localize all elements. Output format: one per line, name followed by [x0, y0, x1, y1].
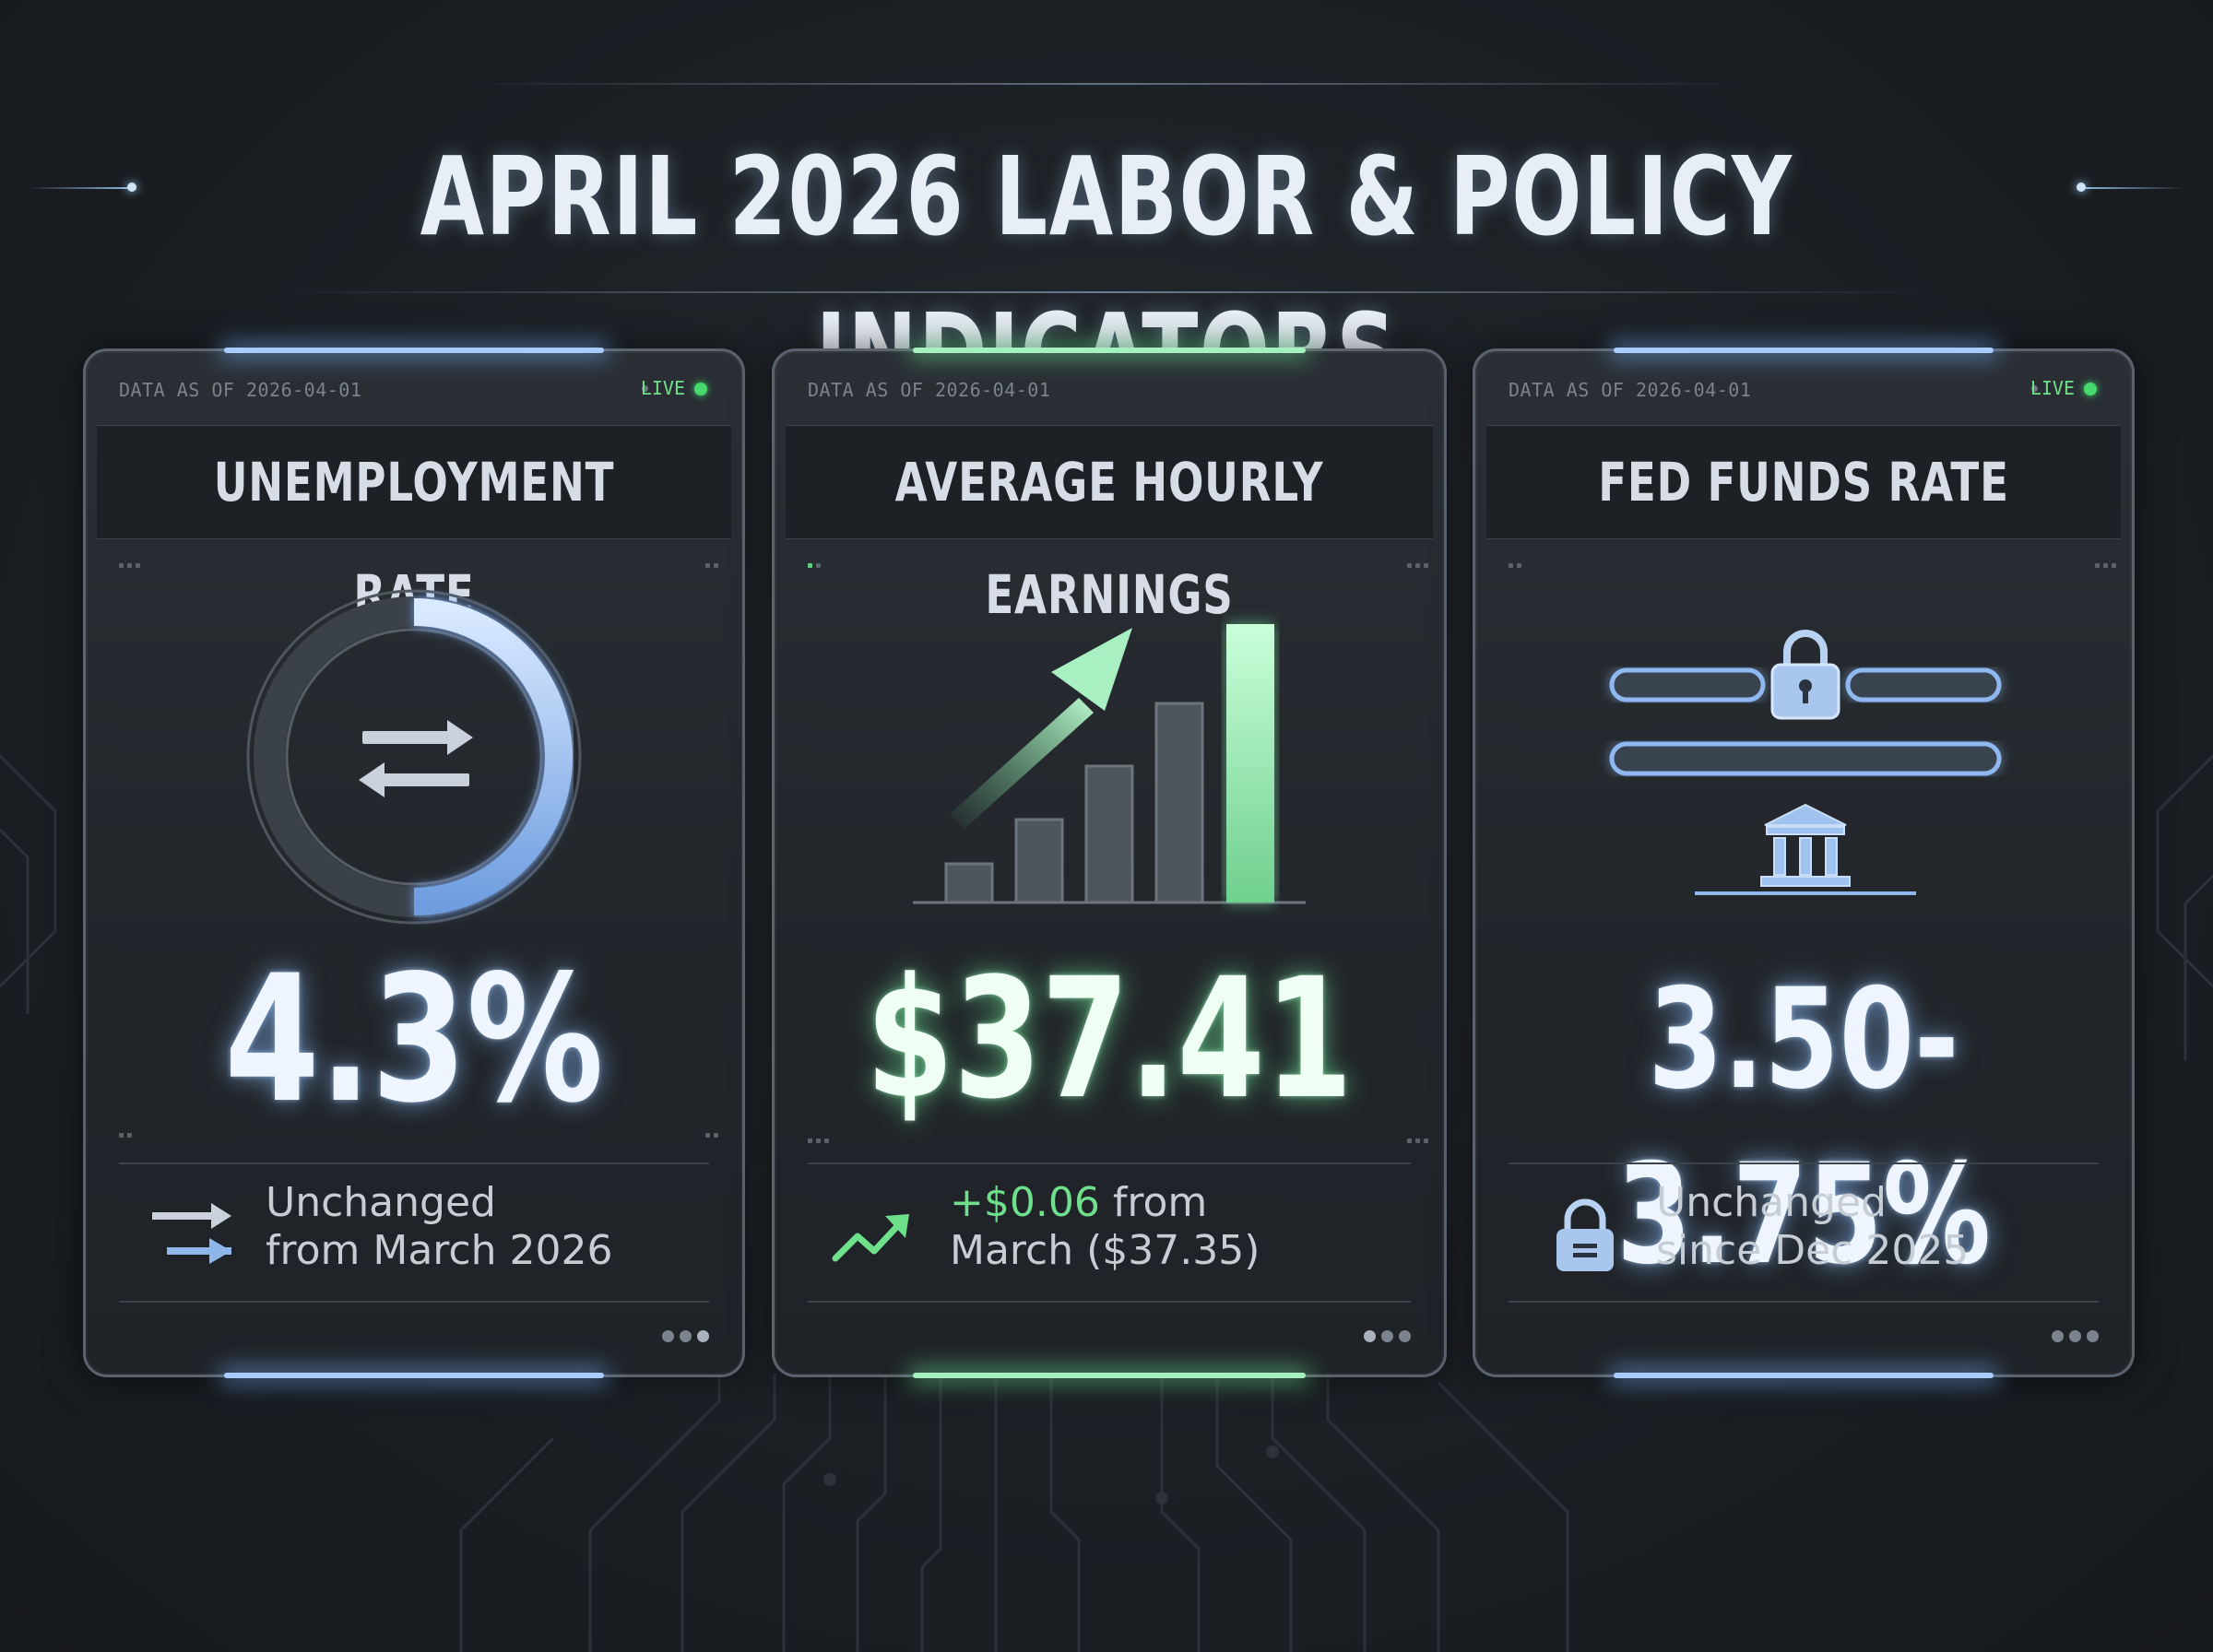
card-label: UNEMPLOYMENT RATE	[213, 451, 615, 626]
page-dot[interactable]	[1399, 1330, 1411, 1342]
page-title: APRIL 2026 LABOR & POLICY INDICATORS	[420, 133, 1793, 417]
card-label: AVERAGE HOURLY EARNINGS	[894, 451, 1324, 626]
live-badge: LIVE	[2030, 377, 2097, 399]
change-line-2: March ($37.35)	[950, 1227, 1260, 1274]
title-top-rule	[461, 83, 1752, 85]
metric-value: 3.50-3.75%	[1616, 960, 1991, 1295]
page-dot[interactable]	[2087, 1330, 2099, 1342]
page-indicator[interactable]	[1358, 1330, 1411, 1347]
live-indicator-icon	[2084, 383, 2097, 395]
fed-funds-card: DATA AS OF 2026-04-01 LIVE FED FUNDS RAT…	[1473, 348, 2135, 1378]
change-text: Unchanged from March 2026	[266, 1179, 612, 1275]
change-line-1: Unchanged	[1656, 1179, 1887, 1226]
card-top-glow	[913, 348, 1306, 353]
card-label-band: AVERAGE HOURLY EARNINGS	[786, 425, 1433, 626]
corner-marks-icon	[808, 1131, 835, 1143]
corner-marks-icon	[705, 1126, 733, 1138]
footer-divider	[119, 1301, 709, 1303]
title-bottom-rule	[277, 291, 1936, 293]
bar-growth-icon	[913, 624, 1306, 904]
card-bottom-glow	[1614, 1373, 1994, 1378]
change-line-1-rest: from	[1099, 1179, 1208, 1226]
card-label-band: UNEMPLOYMENT RATE	[97, 425, 731, 626]
status-dot-icon	[2031, 385, 2038, 392]
card-bottom-glow	[224, 1373, 604, 1378]
swap-arrows-icon	[359, 720, 473, 797]
card-header: DATA AS OF 2026-04-01 LIVE	[1475, 351, 2132, 425]
page-dot[interactable]	[2069, 1330, 2081, 1342]
corner-marks-icon	[705, 556, 733, 568]
change-line-1: Unchanged	[266, 1179, 496, 1226]
page-dot[interactable]	[1381, 1330, 1393, 1342]
footer-divider	[808, 1162, 1411, 1164]
card-label-band: FED FUNDS RATE	[1486, 425, 2121, 539]
change-amount: +$0.06	[950, 1179, 1100, 1226]
footer-divider	[1509, 1301, 2099, 1303]
live-label: LIVE	[2030, 377, 2075, 399]
page-dot[interactable]	[2052, 1330, 2064, 1342]
title-right-line	[2084, 187, 2185, 189]
change-line-2: from March 2026	[266, 1227, 613, 1274]
footer-divider	[119, 1162, 709, 1164]
corner-marks-icon	[2095, 556, 2123, 568]
change-text: Unchanged since Dec 2025	[1656, 1179, 1969, 1275]
status-dot-icon	[642, 385, 648, 392]
footer-divider	[1509, 1162, 2099, 1164]
page-dot[interactable]	[697, 1330, 709, 1342]
title-left-dot	[127, 183, 136, 192]
live-indicator-icon	[694, 383, 707, 395]
policy-lock-icon	[1609, 630, 2002, 895]
live-label: LIVE	[640, 377, 685, 399]
title-left-line	[28, 187, 129, 189]
corner-marks-icon	[1509, 556, 1536, 568]
title-right-dot	[2077, 183, 2086, 192]
page-dot[interactable]	[680, 1330, 692, 1342]
metric-value: 4.3%	[224, 938, 604, 1141]
corner-marks-icon	[808, 556, 835, 568]
page-dot[interactable]	[662, 1330, 674, 1342]
corner-marks-icon	[119, 556, 147, 568]
corner-marks-icon	[1407, 556, 1435, 568]
card-top-glow	[1614, 348, 1994, 353]
metric-value: $37.41	[866, 943, 1353, 1136]
footer-divider	[808, 1301, 1411, 1303]
swap-arrows-icon	[152, 1203, 231, 1264]
card-top-glow	[224, 348, 604, 353]
page-indicator[interactable]	[2046, 1330, 2099, 1347]
corner-marks-icon	[1407, 1131, 1435, 1143]
bank-building-icon	[1760, 803, 1851, 887]
ring-gauge-icon	[246, 589, 582, 925]
corner-marks-icon	[119, 1126, 147, 1138]
as-of-date: DATA AS OF 2026-04-01	[119, 379, 362, 401]
unemployment-card: DATA AS OF 2026-04-01 LIVE UNEMPLOYMENT …	[83, 348, 745, 1378]
page-indicator[interactable]	[657, 1330, 709, 1347]
change-line-2: since Dec 2025	[1656, 1227, 1970, 1274]
trend-up-icon	[832, 1214, 909, 1262]
card-bottom-glow	[913, 1373, 1306, 1378]
lock-icon	[1770, 630, 1840, 720]
card-header: DATA AS OF 2026-04-01 LIVE	[86, 351, 742, 425]
live-badge: LIVE	[641, 377, 707, 399]
card-header: DATA AS OF 2026-04-01	[775, 351, 1444, 425]
as-of-date: DATA AS OF 2026-04-01	[1509, 379, 1752, 401]
page-dot[interactable]	[1364, 1330, 1376, 1342]
trend-arrow-icon	[950, 628, 1132, 829]
card-label: FED FUNDS RATE	[1598, 451, 2009, 513]
earnings-card: DATA AS OF 2026-04-01 AVERAGE HOURLY EAR…	[772, 348, 1447, 1378]
lock-icon	[1556, 1198, 1614, 1271]
as-of-date: DATA AS OF 2026-04-01	[808, 379, 1051, 401]
change-line-1: +$0.06 from	[950, 1179, 1260, 1227]
change-text: +$0.06 from March ($37.35)	[950, 1179, 1260, 1275]
